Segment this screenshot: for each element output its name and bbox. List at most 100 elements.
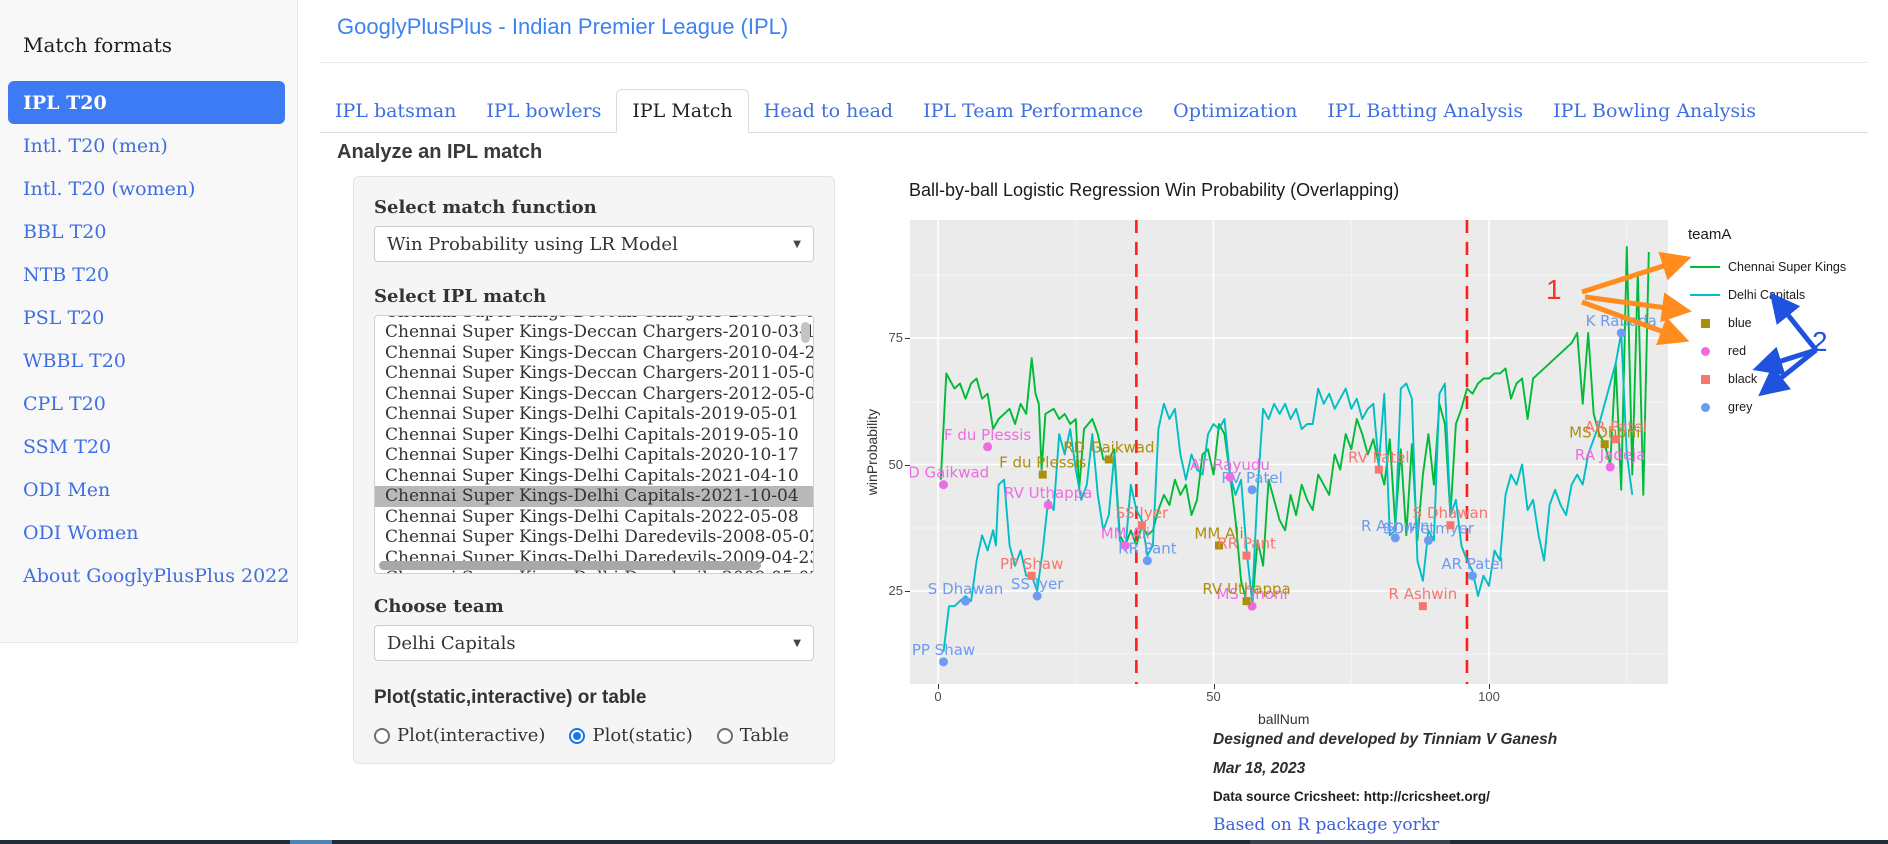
- match-list-item[interactable]: Chennai Super Kings-Delhi Capitals-2022-…: [385, 506, 799, 527]
- footer-credit: Designed and developed by Tinniam V Gane…: [1213, 731, 1558, 748]
- point-label: RR Pant: [1217, 535, 1276, 553]
- tab-optimization[interactable]: Optimization: [1173, 100, 1298, 122]
- tab-bar: IPL batsman IPL bowlers IPL Match Head to h…: [320, 87, 1868, 133]
- match-list-item[interactable]: Chennai Super Kings-Deccan Chargers-2010…: [385, 342, 814, 363]
- match-list-item[interactable]: Chennai Super Kings-Deccan Chargers-2010…: [385, 322, 814, 342]
- radio-option-table[interactable]: Table: [716, 725, 789, 746]
- tab-head-to-head[interactable]: Head to head: [763, 100, 894, 122]
- data-point: [1043, 500, 1053, 510]
- data-point: [1446, 521, 1455, 530]
- radio-label: Table: [739, 725, 789, 746]
- match-function-select[interactable]: Win Probability using LR Model ▼: [374, 226, 814, 262]
- point-label: RV Uthappa: [1202, 580, 1290, 598]
- legend-entry-blue: blue: [1688, 309, 1888, 337]
- y-axis-label: winProbability: [864, 408, 880, 496]
- point-label: MS Dhoni: [1569, 423, 1640, 441]
- team-value: Delhi Capitals: [387, 632, 516, 654]
- x-tick-mark: [938, 684, 939, 689]
- sidebar-item-ipl-t20[interactable]: IPL T20: [8, 81, 285, 124]
- match-list-item[interactable]: Chennai Super Kings-Deccan Chargers-2011…: [385, 363, 814, 383]
- point-label: MM Ali: [1101, 524, 1150, 542]
- data-point: [939, 480, 949, 490]
- data-point: [1611, 435, 1620, 444]
- tab-ipl-match[interactable]: IPL Match: [616, 89, 749, 133]
- legend-square-icon: [1688, 374, 1722, 384]
- sidebar-item-wbbl-t20[interactable]: WBBL T20: [23, 349, 126, 372]
- point-label: SS Iyer: [1011, 575, 1064, 593]
- sidebar-item-psl-t20[interactable]: PSL T20: [23, 306, 105, 329]
- sidebar-item-bbl-t20[interactable]: BBL T20: [23, 220, 107, 243]
- legend-entry-chennai-super-kings: Chennai Super Kings: [1688, 253, 1888, 281]
- point-label: MM Ali: [1194, 524, 1243, 542]
- data-point: [1600, 440, 1609, 449]
- point-label: S Dhawan: [1413, 504, 1489, 522]
- match-list-rows: Chennai Super Kings-Deccan Chargers-2010…: [375, 322, 814, 573]
- data-point: [1605, 462, 1615, 472]
- horizontal-scrollbar[interactable]: [379, 561, 761, 570]
- legend-label: black: [1728, 372, 1758, 386]
- y-tick-label: 25: [888, 583, 903, 598]
- point-label: RD Gaikwad: [1063, 438, 1154, 456]
- legend-circle-icon: [1688, 402, 1722, 412]
- point-label: F du Plessis: [944, 426, 1031, 444]
- radio-button[interactable]: [374, 727, 390, 744]
- section-heading: Analyze an IPL match: [337, 141, 543, 163]
- series-chennai-super-kings: [939, 245, 1650, 608]
- point-label: PP Shaw: [912, 641, 975, 659]
- tab-ipl-bowling-analysis[interactable]: IPL Bowling Analysis: [1553, 100, 1756, 122]
- bottom-bar: [0, 840, 1888, 844]
- match-list-item[interactable]: Chennai Super Kings-Delhi Capitals-2021-…: [375, 486, 813, 507]
- point-label: K Rabada: [1586, 312, 1657, 330]
- point-label: RV Patel: [1221, 469, 1282, 487]
- x-tick-mark: [1489, 684, 1490, 689]
- chart-footer: Designed and developed by Tinniam V Gane…: [1213, 731, 1557, 835]
- match-list[interactable]: Chennai Super Kings-Deccan Chargers-2008…: [374, 315, 814, 574]
- sidebar-item-ntb-t20[interactable]: NTB T20: [23, 263, 110, 286]
- sidebar-item-intl-t20-women-[interactable]: Intl. T20 (women): [23, 177, 196, 200]
- radio-label: Plot(static): [592, 725, 693, 746]
- data-point: [1242, 597, 1251, 606]
- vertical-scrollbar[interactable]: [801, 322, 810, 343]
- match-list-item[interactable]: Chennai Super Kings-Delhi Capitals-2021-…: [385, 465, 799, 486]
- match-list-partial-row: Chennai Super Kings-Deccan Chargers-2008…: [375, 316, 813, 322]
- sidebar-item-odi-women[interactable]: ODI Women: [23, 521, 139, 544]
- point-label: R Ashwin: [1361, 517, 1430, 535]
- match-list-item[interactable]: Chennai Super Kings-Delhi Daredevils-200…: [375, 568, 813, 573]
- match-list-item[interactable]: Chennai Super Kings-Delhi Capitals-2019-…: [385, 404, 799, 424]
- legend-entry-delhi-capitals: Delhi Capitals: [1688, 281, 1888, 309]
- legend-square-icon: [1688, 318, 1722, 328]
- match-list-item[interactable]: Chennai Super Kings-Delhi Capitals-2019-…: [385, 424, 799, 445]
- match-list-item[interactable]: Chennai Super Kings-Deccan Chargers-2012…: [385, 383, 814, 404]
- chart-legend: teamA Chennai Super Kings Delhi Capitals b…: [1688, 226, 1888, 421]
- annotation-1: 1: [1546, 274, 1562, 305]
- bottom-bar-segment: [290, 840, 332, 844]
- data-point: [1137, 521, 1146, 530]
- match-list-item[interactable]: Chennai Super Kings-Delhi Capitals-2020-…: [385, 445, 799, 465]
- radio-option-plot-static-[interactable]: Plot(static): [569, 725, 693, 746]
- tab-ipl-batting-analysis[interactable]: IPL Batting Analysis: [1327, 100, 1524, 122]
- series-delhi-capitals: [942, 331, 1634, 652]
- legend-title: teamA: [1688, 226, 1732, 243]
- tab-ipl-batsman[interactable]: IPL batsman: [335, 100, 457, 122]
- legend-line-icon: [1688, 266, 1722, 268]
- sidebar-item-odi-men[interactable]: ODI Men: [23, 478, 111, 501]
- radio-option-plot-interactive-[interactable]: Plot(interactive): [374, 725, 545, 746]
- footer-yorkr-link[interactable]: Based on R package yorkr: [1213, 815, 1440, 835]
- radio-button[interactable]: [569, 727, 586, 744]
- point-label: MS Dhoni: [1216, 585, 1287, 603]
- radio-button[interactable]: [716, 727, 733, 744]
- point-label: SS Iyer: [1116, 504, 1169, 522]
- point-label: AR Patel: [1441, 555, 1503, 573]
- tab-ipl-team-performance[interactable]: IPL Team Performance: [923, 100, 1144, 122]
- form-panel: Select match function Win Probability us…: [353, 176, 835, 764]
- sidebar-item-cpl-t20[interactable]: CPL T20: [23, 392, 106, 415]
- tab-ipl-bowlers[interactable]: IPL bowlers: [486, 100, 602, 122]
- plot-canvas: PP Shaw S Dhawan SS Iyer RR Pant RV Patel R A…: [910, 220, 1668, 684]
- sidebar-item-about-googlyplusplus-2022[interactable]: About GooglyPlusPlus 2022: [23, 564, 290, 587]
- team-select[interactable]: Delhi Capitals ▼: [374, 625, 814, 661]
- data-point: [1467, 571, 1477, 581]
- x-tick-mark: [1213, 684, 1215, 689]
- sidebar-item-ssm-t20[interactable]: SSM T20: [23, 435, 112, 458]
- sidebar-item-intl-t20-men-[interactable]: Intl. T20 (men): [23, 134, 168, 157]
- match-list-item[interactable]: Chennai Super Kings-Delhi Daredevils-200…: [385, 527, 814, 547]
